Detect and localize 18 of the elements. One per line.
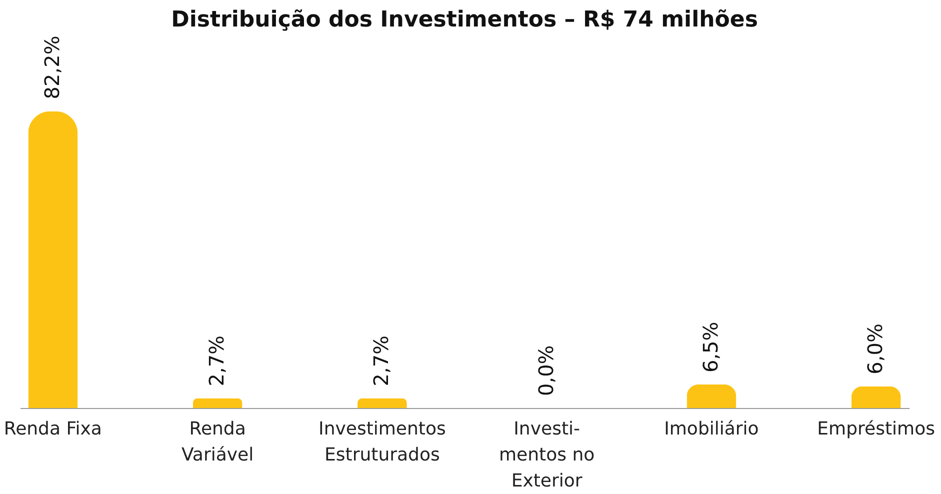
- x-tick-label: Imobiliário: [664, 418, 759, 440]
- data-label: 0,0%: [534, 345, 558, 396]
- data-label: 2,7%: [369, 335, 394, 386]
- bar: [686, 384, 736, 408]
- x-tick-label: Renda Variável: [182, 418, 254, 466]
- chart-title: Distribuição dos Investimentos – R$ 74 milhões: [171, 8, 758, 33]
- data-label: 6,5%: [698, 322, 722, 373]
- x-tick-label: Investimentos Estruturados: [318, 418, 446, 466]
- data-label: 2,7%: [204, 335, 229, 386]
- data-label: 6,0%: [863, 324, 888, 374]
- x-tick-label: Renda Fixa: [4, 418, 102, 440]
- bar: [851, 386, 901, 408]
- bar: [28, 111, 78, 408]
- x-tick-label: Investi- mentos no Exterior: [499, 418, 595, 492]
- x-tick-label: Empréstimos: [817, 418, 935, 440]
- data-label: 82,2%: [40, 36, 64, 100]
- bar: [357, 398, 407, 408]
- bar: [192, 398, 242, 408]
